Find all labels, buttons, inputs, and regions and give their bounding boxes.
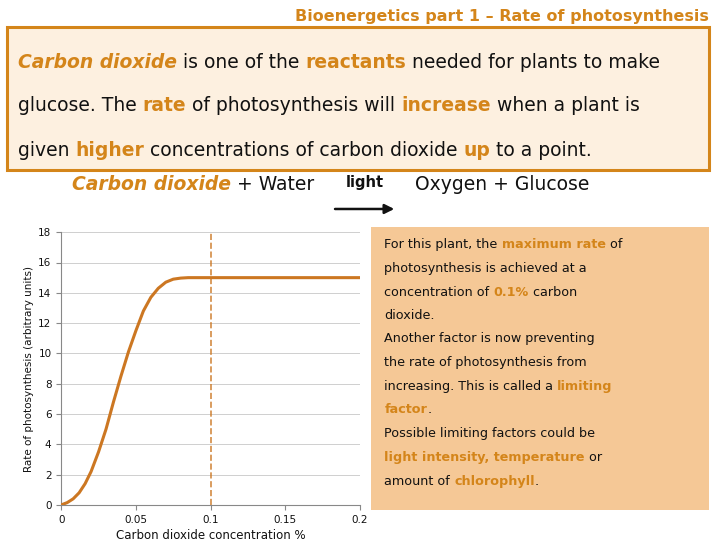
Text: reactants: reactants xyxy=(305,53,406,72)
Text: concentration of: concentration of xyxy=(384,286,493,299)
FancyBboxPatch shape xyxy=(371,227,709,510)
Text: up: up xyxy=(464,141,490,160)
Text: given: given xyxy=(18,141,75,160)
Text: limiting: limiting xyxy=(557,380,613,393)
Y-axis label: Rate of photosynthesis (arbitrary units): Rate of photosynthesis (arbitrary units) xyxy=(24,266,34,471)
Text: light intensity, temperature: light intensity, temperature xyxy=(384,451,585,464)
Text: of photosynthesis will: of photosynthesis will xyxy=(186,96,401,114)
Text: the rate of photosynthesis from: the rate of photosynthesis from xyxy=(384,356,587,369)
Text: glucose. The: glucose. The xyxy=(18,96,143,114)
Text: to a point.: to a point. xyxy=(490,141,593,160)
Text: 0.1%: 0.1% xyxy=(493,286,528,299)
Text: of: of xyxy=(606,238,622,251)
Text: + Water: + Water xyxy=(231,176,314,194)
X-axis label: Carbon dioxide concentration %: Carbon dioxide concentration % xyxy=(116,529,305,540)
Text: photosynthesis is achieved at a: photosynthesis is achieved at a xyxy=(384,262,587,275)
Text: maximum rate: maximum rate xyxy=(502,238,606,251)
Text: when a plant is: when a plant is xyxy=(491,96,639,114)
Text: needed for plants to make: needed for plants to make xyxy=(406,53,660,72)
Text: For this plant, the: For this plant, the xyxy=(384,238,502,251)
Text: Oxygen + Glucose: Oxygen + Glucose xyxy=(402,176,589,194)
Text: Bioenergetics part 1 – Rate of photosynthesis: Bioenergetics part 1 – Rate of photosynt… xyxy=(295,9,709,24)
Text: .: . xyxy=(427,403,431,416)
Text: Carbon dioxide: Carbon dioxide xyxy=(18,53,176,72)
Text: .: . xyxy=(535,475,539,488)
Text: dioxide.: dioxide. xyxy=(384,309,435,322)
Text: Possible limiting factors could be: Possible limiting factors could be xyxy=(384,427,595,440)
Text: carbon: carbon xyxy=(528,286,577,299)
Text: rate: rate xyxy=(143,96,186,114)
Text: factor: factor xyxy=(384,403,427,416)
Text: increase: increase xyxy=(401,96,491,114)
Text: is one of the: is one of the xyxy=(176,53,305,72)
Text: Another factor is now preventing: Another factor is now preventing xyxy=(384,332,595,345)
Text: or: or xyxy=(585,451,602,464)
Text: chlorophyll: chlorophyll xyxy=(454,475,535,488)
Text: concentrations of carbon dioxide: concentrations of carbon dioxide xyxy=(144,141,464,160)
FancyBboxPatch shape xyxy=(7,27,709,170)
Text: higher: higher xyxy=(75,141,144,160)
Text: light: light xyxy=(346,176,384,191)
Text: Carbon dioxide: Carbon dioxide xyxy=(72,176,231,194)
Text: increasing. This is called a: increasing. This is called a xyxy=(384,380,557,393)
Text: amount of: amount of xyxy=(384,475,454,488)
